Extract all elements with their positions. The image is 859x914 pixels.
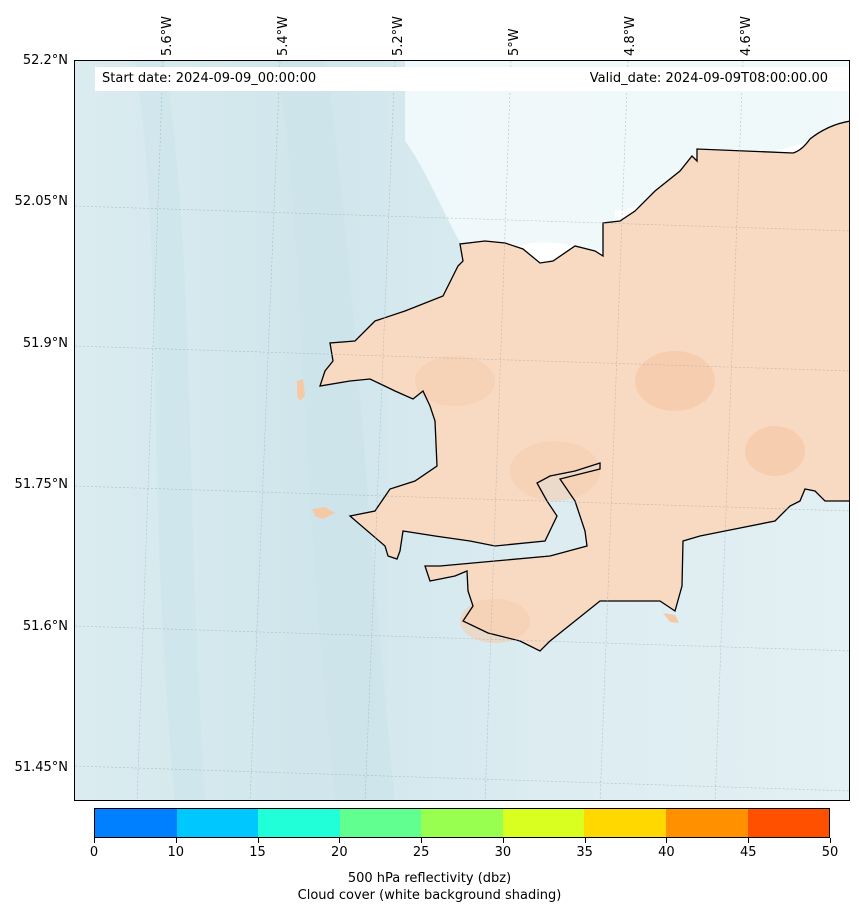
colorbar-segment (502, 809, 585, 837)
colorbar-tick-label: 10 (167, 845, 185, 860)
colorbar-tick-mark (421, 838, 423, 843)
longitude-label: 5°W (507, 28, 522, 56)
latitude-label: 51.6°N (22, 619, 68, 634)
colorbar-subtitle: Cloud cover (white background shading) (297, 888, 562, 903)
map-panel: Start date: 2024-09-09_00:00:00 Valid_da… (74, 60, 850, 801)
longitude-label: 4.6°W (739, 15, 754, 56)
colorbar-tick-label: 30 (494, 845, 512, 860)
colorbar-tick-mark (748, 838, 750, 843)
island (312, 507, 335, 519)
colorbar-tick-mark (339, 838, 341, 843)
sea-shading (275, 61, 395, 800)
coastline (319, 120, 849, 652)
colorbar-tick-mark (666, 838, 668, 843)
colorbar-segment (584, 809, 666, 837)
colorbar-tick-label: 25 (412, 845, 430, 860)
colorbar-tick-mark (502, 838, 504, 843)
start-date-label: Start date: 2024-09-09_00:00:00 (102, 71, 317, 86)
colorbar-tick-label: 50 (821, 845, 839, 860)
colorbar-tick-label: 35 (576, 845, 593, 860)
reflectivity-patch (510, 441, 600, 501)
longitude-label: 5.4°W (276, 15, 291, 56)
latitude-label: 52.2°N (22, 53, 68, 68)
longitude-label: 5.2°W (391, 15, 406, 56)
island (297, 379, 305, 401)
reflectivity-patch (635, 351, 715, 411)
latitude-label: 51.9°N (22, 336, 68, 351)
latitude-label: 51.45°N (14, 760, 68, 775)
colorbar-tick-label: 40 (658, 845, 675, 860)
land-area (320, 121, 849, 651)
reflectivity-patch (745, 426, 805, 476)
colorbar-tick-mark (94, 838, 95, 843)
colorbar-segment (339, 809, 422, 837)
longitude-label: 5.6°W (160, 15, 175, 56)
colorbar-tick-mark (257, 838, 259, 843)
colorbar-tick-mark (584, 838, 586, 843)
reflectivity-patch (460, 599, 530, 643)
island (663, 613, 679, 623)
latitude-label: 52.05°N (14, 194, 68, 209)
colorbar-segment (421, 809, 503, 837)
reflectivity-patch (415, 356, 495, 406)
sea-shading (135, 61, 205, 800)
map-canvas (75, 61, 849, 800)
colorbar-segment (747, 809, 830, 837)
colorbar-tick-label: 20 (331, 845, 348, 860)
longitude-label: 4.8°W (623, 15, 638, 56)
colorbar-tick-label: 15 (249, 845, 266, 860)
colorbar-segment (665, 809, 748, 837)
colorbar (94, 808, 830, 838)
date-banner: Start date: 2024-09-09_00:00:00 Valid_da… (95, 67, 849, 91)
colorbar-tick-label: 0 (89, 845, 99, 860)
latitude-label: 51.75°N (14, 477, 68, 492)
colorbar-tick-mark (830, 838, 831, 843)
colorbar-segment (95, 809, 177, 837)
colorbar-tick-mark (175, 838, 177, 843)
colorbar-segment (176, 809, 259, 837)
graticule (75, 61, 849, 800)
colorbar-segment (258, 809, 340, 837)
colorbar-title: 500 hPa reflectivity (dbz) (347, 871, 512, 886)
colorbar-tick-label: 45 (739, 845, 757, 860)
valid-date-label: Valid_date: 2024-09-09T08:00:00.00 (589, 71, 828, 86)
